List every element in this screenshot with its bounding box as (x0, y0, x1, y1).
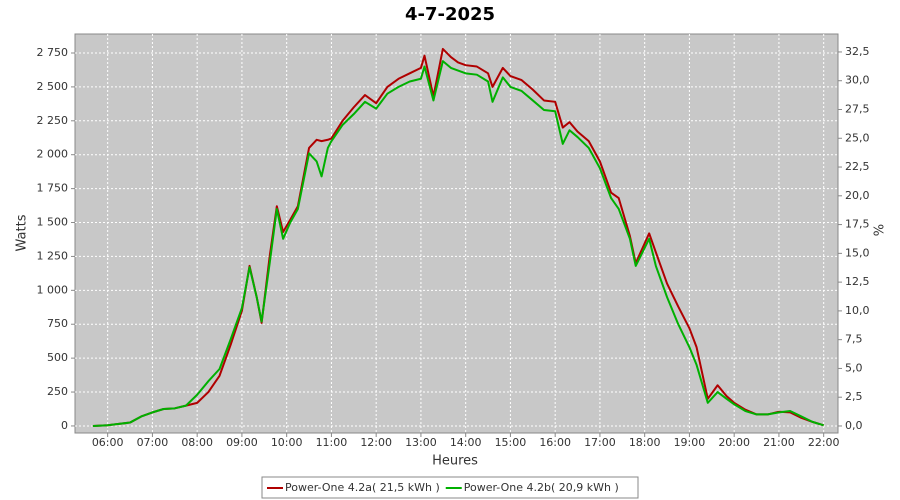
x-tick-label: 19:00 (674, 436, 706, 449)
y2-axis-label: % (873, 224, 888, 236)
plot-area (74, 33, 839, 434)
y2-tick-label: 7,5 (845, 333, 863, 346)
y2-tick-label: 12,5 (845, 275, 870, 288)
y-tick-label: 1 750 (37, 182, 69, 195)
x-tick-label: 20:00 (718, 436, 750, 449)
y-tick-label: 1 000 (37, 283, 69, 296)
legend-label: Power-One 4.2b( 20,9 kWh ) (464, 481, 619, 494)
y-tick-label: 500 (47, 351, 68, 364)
y2-tick-label: 22,5 (845, 160, 870, 173)
y-tick-label: 250 (47, 385, 68, 398)
y-tick-label: 2 750 (37, 46, 69, 59)
x-tick-label: 21:00 (763, 436, 795, 449)
y-tick-label: 750 (47, 317, 68, 330)
y2-tick-label: 10,0 (845, 304, 870, 317)
y2-tick-label: 0,0 (845, 419, 863, 432)
y-axis-label: Watts (15, 214, 30, 251)
y-tick-label: 1 500 (37, 216, 69, 229)
chart-title: 4-7-2025 (405, 4, 495, 25)
x-tick-label: 13:00 (405, 436, 437, 449)
y2-tick-label: 5,0 (845, 361, 863, 374)
x-tick-label: 10:00 (271, 436, 303, 449)
y2-tick-label: 27,5 (845, 102, 870, 115)
x-tick-label: 14:00 (450, 436, 482, 449)
y2-tick-label: 2,5 (845, 390, 863, 403)
x-tick-label: 06:00 (92, 436, 124, 449)
y2-tick-label: 17,5 (845, 218, 870, 231)
x-tick-label: 07:00 (137, 436, 169, 449)
y2-tick-label: 15,0 (845, 246, 870, 259)
series-line (92, 60, 824, 427)
x-axis-label: Heures (432, 454, 478, 469)
y-tick-label: 2 000 (37, 148, 69, 161)
y-tick-label: 2 500 (37, 80, 69, 93)
y2-tick-label: 32,5 (845, 45, 870, 58)
x-tick-label: 11:00 (316, 436, 348, 449)
x-tick-label: 08:00 (181, 436, 213, 449)
x-tick-label: 12:00 (360, 436, 392, 449)
x-tick-label: 09:00 (226, 436, 258, 449)
y-tick-label: 1 250 (37, 249, 69, 262)
y-tick-label: 0 (61, 419, 68, 432)
y2-tick-label: 30,0 (845, 74, 870, 87)
legend-label: Power-One 4.2a( 21,5 kWh ) (285, 481, 440, 494)
x-tick-label: 15:00 (495, 436, 527, 449)
y-tick-label: 2 250 (37, 114, 69, 127)
series-line (92, 47, 824, 427)
y2-tick-label: 20,0 (845, 189, 870, 202)
x-tick-label: 22:00 (808, 436, 840, 449)
x-tick-label: 16:00 (539, 436, 571, 449)
x-tick-label: 18:00 (629, 436, 661, 449)
x-tick-label: 17:00 (584, 436, 616, 449)
y2-tick-label: 25,0 (845, 131, 870, 144)
